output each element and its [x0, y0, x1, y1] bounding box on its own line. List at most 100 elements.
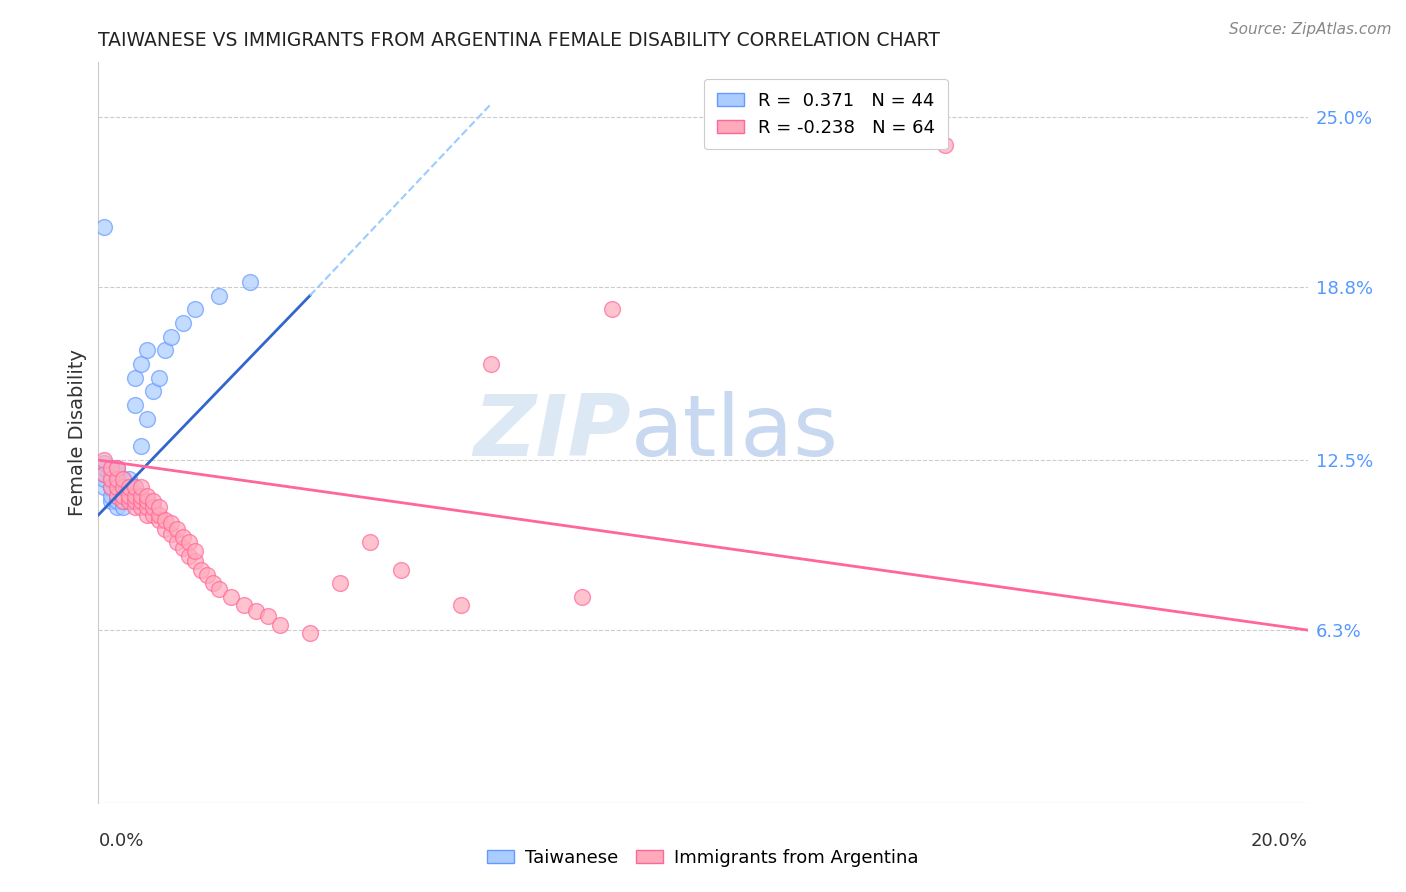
Point [111, 480, 134, 494]
Point [153, 343, 176, 358]
Point [93, 219, 115, 234]
Point [105, 461, 128, 475]
Point [118, 494, 141, 508]
Point [148, 500, 170, 514]
Point [135, 412, 157, 426]
Point [179, 535, 201, 549]
Point [450, 599, 472, 613]
Point [111, 494, 134, 508]
Point [105, 489, 128, 503]
Point [934, 137, 956, 152]
Point [142, 500, 165, 514]
Point [142, 384, 165, 399]
Text: Source: ZipAtlas.com: Source: ZipAtlas.com [1229, 22, 1392, 37]
Point [93, 467, 115, 481]
Point [118, 494, 141, 508]
Y-axis label: Female Disability: Female Disability [69, 349, 87, 516]
Point [100, 472, 122, 486]
Point [129, 439, 152, 453]
Point [389, 563, 412, 577]
Point [269, 617, 291, 632]
Point [148, 371, 170, 385]
Point [111, 489, 134, 503]
Point [239, 275, 262, 289]
Point [105, 472, 128, 486]
Point [105, 494, 128, 508]
Point [148, 508, 170, 522]
Legend: Taiwanese, Immigrants from Argentina: Taiwanese, Immigrants from Argentina [479, 842, 927, 874]
Point [172, 530, 194, 544]
Point [124, 489, 146, 503]
Point [118, 472, 141, 486]
Point [124, 480, 146, 494]
Point [208, 288, 231, 302]
Point [245, 604, 267, 618]
Point [299, 625, 322, 640]
Point [129, 489, 152, 503]
Point [100, 467, 122, 481]
Point [135, 343, 157, 358]
Point [100, 461, 122, 475]
Point [190, 563, 212, 577]
Point [221, 590, 243, 604]
Point [166, 535, 188, 549]
Legend: R =  0.371   N = 44, R = -0.238   N = 64: R = 0.371 N = 44, R = -0.238 N = 64 [704, 78, 948, 149]
Point [100, 480, 122, 494]
Point [571, 590, 593, 604]
Point [329, 576, 352, 591]
Point [100, 494, 122, 508]
Point [160, 516, 183, 530]
Point [481, 357, 503, 371]
Point [153, 522, 176, 536]
Point [184, 554, 207, 568]
Point [129, 500, 152, 514]
Text: TAIWANESE VS IMMIGRANTS FROM ARGENTINA FEMALE DISABILITY CORRELATION CHART: TAIWANESE VS IMMIGRANTS FROM ARGENTINA F… [98, 30, 941, 50]
Point [93, 467, 115, 481]
Point [111, 489, 134, 503]
Point [179, 549, 201, 563]
Point [93, 480, 115, 494]
Point [100, 461, 122, 475]
Point [100, 472, 122, 486]
Point [135, 494, 157, 508]
Point [118, 480, 141, 494]
Point [142, 494, 165, 508]
Point [124, 480, 146, 494]
Point [124, 494, 146, 508]
Point [202, 576, 225, 591]
Point [111, 494, 134, 508]
Point [118, 489, 141, 503]
Text: 20.0%: 20.0% [1251, 832, 1308, 850]
Point [153, 513, 176, 527]
Point [124, 494, 146, 508]
Point [105, 500, 128, 514]
Point [105, 467, 128, 481]
Point [160, 329, 183, 343]
Point [142, 508, 165, 522]
Point [232, 599, 254, 613]
Point [135, 489, 157, 503]
Point [135, 500, 157, 514]
Point [93, 453, 115, 467]
Point [111, 480, 134, 494]
Point [93, 461, 115, 475]
Point [93, 472, 115, 486]
Text: atlas: atlas [630, 391, 838, 475]
Text: ZIP: ZIP [472, 391, 630, 475]
Text: 0.0%: 0.0% [98, 832, 143, 850]
Point [105, 472, 128, 486]
Point [100, 480, 122, 494]
Point [105, 480, 128, 494]
Point [111, 500, 134, 514]
Point [208, 582, 231, 596]
Point [105, 461, 128, 475]
Point [105, 480, 128, 494]
Point [166, 522, 188, 536]
Point [256, 609, 278, 624]
Point [129, 494, 152, 508]
Point [148, 513, 170, 527]
Point [129, 357, 152, 371]
Point [111, 472, 134, 486]
Point [160, 527, 183, 541]
Point [172, 316, 194, 330]
